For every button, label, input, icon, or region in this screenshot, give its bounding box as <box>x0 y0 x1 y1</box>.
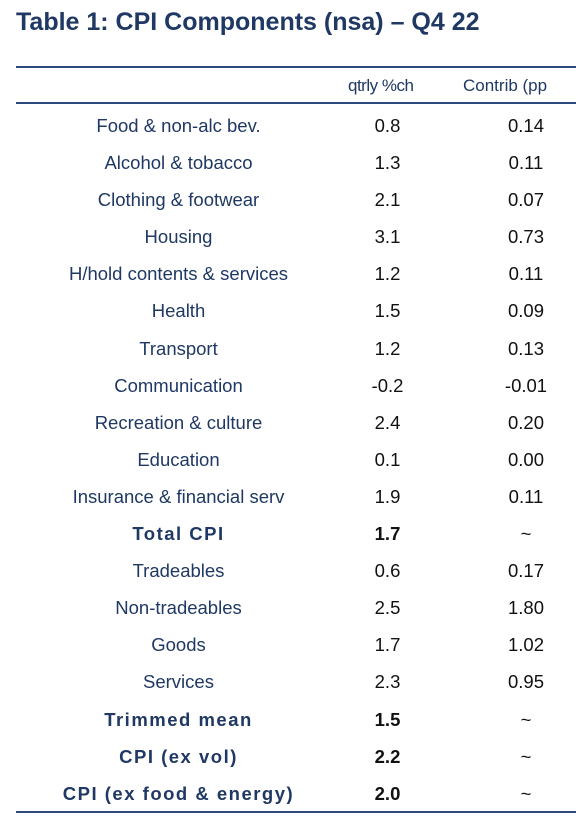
row-qtrly-change: 1.7 <box>374 523 401 545</box>
row-qtrly-change: 0.6 <box>374 560 401 582</box>
row-label: Communication <box>114 374 243 396</box>
row-contribution: ~ <box>520 782 532 804</box>
top-rule <box>16 66 576 68</box>
row-label: Total CPI <box>132 523 225 545</box>
bottom-rule <box>16 811 576 813</box>
row-qtrly-change: 2.2 <box>374 745 401 767</box>
row-contribution: -0.01 <box>504 374 548 396</box>
table-row: CPI (ex food & energy) 2.0 ~ <box>16 776 576 813</box>
row-contribution: 0.95 <box>507 671 544 693</box>
header-contribution: Contrib (pp <box>463 76 548 95</box>
table-row: Housing 3.1 0.73 <box>16 219 576 256</box>
table-row: Trimmed mean 1.5 ~ <box>16 702 576 739</box>
row-qtrly-change: 2.0 <box>374 782 401 804</box>
table-row: Recreation & culture 2.4 0.20 <box>16 405 576 442</box>
row-contribution: 0.14 <box>507 115 544 136</box>
table-row: Education 0.1 0.00 <box>16 442 576 479</box>
row-contribution: 0.17 <box>507 560 544 582</box>
row-contribution: 0.11 <box>508 485 544 507</box>
row-label: Non-tradeables <box>115 597 242 619</box>
row-label: Trimmed mean <box>104 708 253 730</box>
row-label: Food & non-alc bev. <box>96 115 261 136</box>
row-label: Transport <box>139 337 218 359</box>
row-qtrly-change: 1.5 <box>374 300 401 322</box>
row-qtrly-change: 2.1 <box>374 189 401 211</box>
table-row: Tradeables 0.6 0.17 <box>16 553 576 590</box>
row-qtrly-change: 1.2 <box>374 337 401 359</box>
table-title: Table 1: CPI Components (nsa) – Q4 22 <box>16 8 480 36</box>
row-qtrly-change: 1.3 <box>374 152 401 174</box>
table-row: Goods 1.7 1.02 <box>16 627 576 664</box>
row-contribution: 0.73 <box>507 226 544 248</box>
row-contribution: 0.13 <box>507 337 544 359</box>
row-label: Housing <box>144 226 213 248</box>
row-qtrly-change: 1.2 <box>374 263 401 285</box>
row-label: Insurance & financial serv <box>72 485 285 507</box>
row-qtrly-change: -0.2 <box>371 374 404 396</box>
row-qtrly-change: 2.3 <box>374 671 401 693</box>
row-qtrly-change: 0.8 <box>374 115 401 136</box>
table-row: Transport 1.2 0.13 <box>16 331 576 368</box>
row-label: Alcohol & tobacco <box>104 152 253 174</box>
row-contribution: 0.20 <box>507 411 544 433</box>
row-label: Tradeables <box>132 560 225 582</box>
row-contribution: ~ <box>520 708 532 730</box>
table-row: H/hold contents & services 1.2 0.11 <box>16 256 576 293</box>
table-row: Clothing & footwear 2.1 0.07 <box>16 182 576 219</box>
row-qtrly-change: 3.1 <box>374 226 401 248</box>
table-row: Insurance & financial serv 1.9 0.11 <box>16 479 576 516</box>
table-row: CPI (ex vol) 2.2 ~ <box>16 739 576 776</box>
row-label: Clothing & footwear <box>97 189 260 211</box>
table-row: Food & non-alc bev. 0.8 0.14 <box>16 108 576 145</box>
row-label: Recreation & culture <box>94 411 263 433</box>
row-label: Education <box>137 448 220 470</box>
row-contribution: 0.09 <box>507 300 544 322</box>
row-contribution: 1.80 <box>507 597 544 619</box>
table-row: Total CPI 1.7 ~ <box>16 516 576 553</box>
table-row: Health 1.5 0.09 <box>16 293 576 330</box>
row-label: Health <box>151 300 206 322</box>
row-contribution: ~ <box>520 745 532 767</box>
row-label: CPI (ex food & energy) <box>62 782 295 804</box>
table-body: Food & non-alc bev. 0.8 0.14 Alcohol & toba… <box>16 108 576 813</box>
row-qtrly-change: 2.5 <box>374 597 401 619</box>
row-contribution: 1.02 <box>507 634 544 656</box>
header-rule <box>16 102 576 104</box>
table-row: Services 2.3 0.95 <box>16 664 576 701</box>
table-row: Alcohol & tobacco 1.3 0.11 <box>16 145 576 182</box>
row-contribution: 0.00 <box>507 448 544 470</box>
row-qtrly-change: 2.4 <box>374 411 401 433</box>
row-label: Services <box>143 671 214 693</box>
row-qtrly-change: 1.7 <box>374 634 401 656</box>
row-contribution: 0.11 <box>508 263 544 285</box>
row-qtrly-change: 1.9 <box>374 485 401 507</box>
row-label: Goods <box>151 634 206 656</box>
header-qtrly-change: qtrly %ch <box>348 76 414 95</box>
row-label: CPI (ex vol) <box>119 745 238 767</box>
row-contribution: ~ <box>520 523 532 545</box>
table-row: Non-tradeables 2.5 1.80 <box>16 590 576 627</box>
row-contribution: 0.07 <box>507 189 544 211</box>
row-qtrly-change: 1.5 <box>374 708 401 730</box>
row-contribution: 0.11 <box>508 152 544 174</box>
table-row: Communication -0.2 -0.01 <box>16 368 576 405</box>
row-label: H/hold contents & services <box>68 263 289 285</box>
row-qtrly-change: 0.1 <box>374 448 401 470</box>
table-header: qtrly %ch Contrib (pp <box>16 76 576 100</box>
